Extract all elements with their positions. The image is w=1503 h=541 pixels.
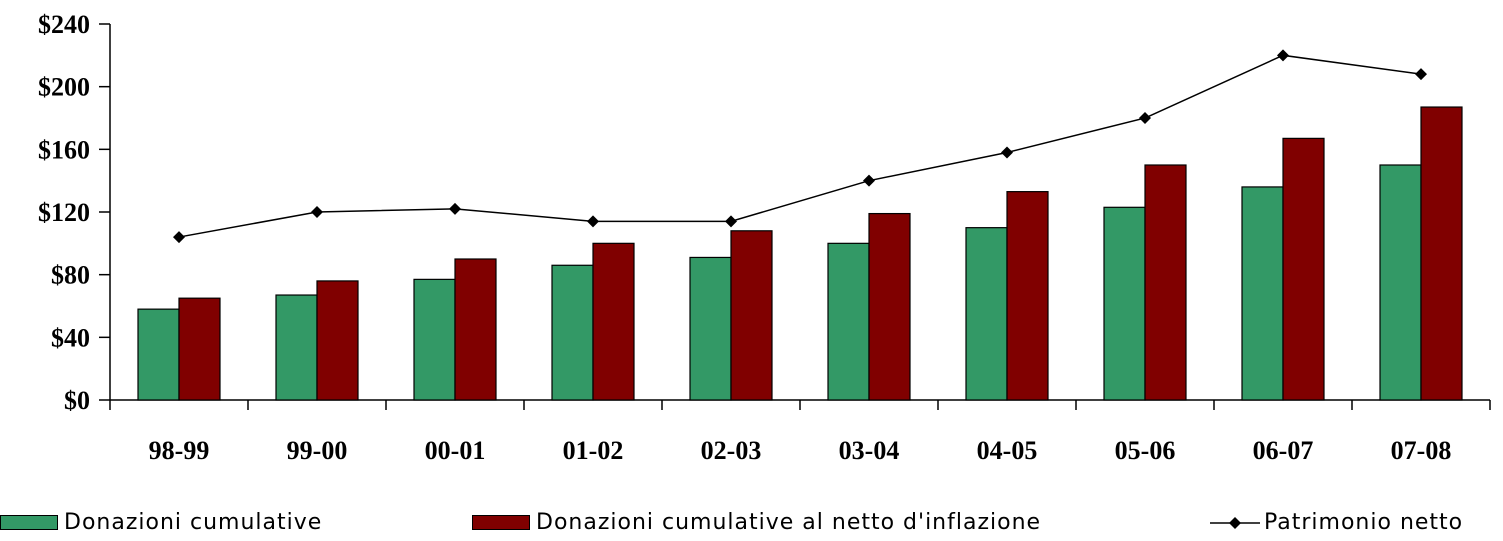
bar-series-2	[1144, 164, 1187, 401]
line-point	[1001, 146, 1013, 159]
legend-swatch-series-2	[472, 515, 530, 530]
bar-series-2	[1420, 106, 1463, 401]
x-tick-label: 98-99	[149, 436, 210, 465]
legend-line-marker-icon	[1210, 516, 1260, 529]
line-point	[587, 215, 599, 228]
bar-series-1	[1103, 206, 1146, 401]
legend-label-series-2: Donazioni cumulative al netto d'inflazio…	[536, 510, 1042, 535]
y-tick-label: $160	[38, 135, 90, 164]
y-tick-label: $240	[38, 10, 90, 39]
line-point	[1415, 68, 1427, 81]
legend-item-series-1: Donazioni cumulative	[0, 510, 322, 535]
legend-swatch-series-1	[0, 515, 58, 530]
bar-series-1	[689, 256, 732, 401]
legend-item-series-3: Patrimonio netto	[1210, 510, 1463, 535]
line-1	[178, 54, 1422, 238]
legend-label-series-3: Patrimonio netto	[1264, 510, 1464, 535]
y-tick-label: $120	[38, 198, 90, 227]
bar-series-1	[1241, 186, 1284, 401]
bar-series-2	[178, 297, 221, 401]
bar-series-1	[551, 264, 594, 401]
x-tick-label: 06-07	[1253, 436, 1314, 465]
x-tick-label: 02-03	[701, 436, 762, 465]
bar-series-2	[730, 230, 773, 401]
x-tick-label: 04-05	[977, 436, 1038, 465]
y-tick-label: $0	[64, 386, 90, 415]
x-tick-label: 00-01	[425, 436, 486, 465]
y-tick-label: $80	[51, 261, 90, 290]
x-tick-label: 03-04	[839, 436, 900, 465]
y-axis: $0 $40 $80 $120 $160 $200 $240	[38, 10, 111, 415]
x-tick-label: 05-06	[1115, 436, 1176, 465]
bar-series-1	[965, 227, 1008, 401]
bar-series-2	[592, 242, 635, 401]
bar-series-2	[316, 280, 359, 401]
bar-series-2	[454, 258, 497, 401]
line-point	[311, 206, 323, 218]
line-point	[1277, 49, 1289, 62]
bars	[137, 106, 1463, 401]
line-point	[863, 174, 875, 187]
x-tick-label: 99-00	[287, 436, 348, 465]
line-point	[1139, 112, 1151, 124]
legend-item-series-2: Donazioni cumulative al netto d'inflazio…	[472, 510, 1041, 535]
legend: Donazioni cumulative Donazioni cumulativ…	[0, 510, 1503, 541]
x-tick-label: 01-02	[563, 436, 624, 465]
legend-label-series-1: Donazioni cumulative	[64, 510, 323, 535]
y-tick-label: $40	[51, 323, 90, 352]
bar-series-1	[827, 242, 870, 401]
x-tick-label: 07-08	[1391, 436, 1452, 465]
line-series	[173, 49, 1427, 244]
y-tick-label: $200	[38, 73, 90, 102]
x-axis: 98-99 99-00 00-01 01-02 02-03 03-04 04-05 05-06…	[109, 399, 1491, 465]
bar-series-1	[275, 294, 318, 401]
bar-series-2	[1282, 137, 1325, 401]
bar-series-2	[868, 212, 911, 401]
bar-series-2	[1006, 191, 1049, 401]
bar-series-1	[137, 308, 180, 401]
bar-series-1	[413, 278, 456, 401]
bar-series-1	[1379, 164, 1422, 401]
line-point	[449, 202, 461, 215]
line-point	[173, 231, 185, 244]
line-point	[725, 215, 737, 228]
